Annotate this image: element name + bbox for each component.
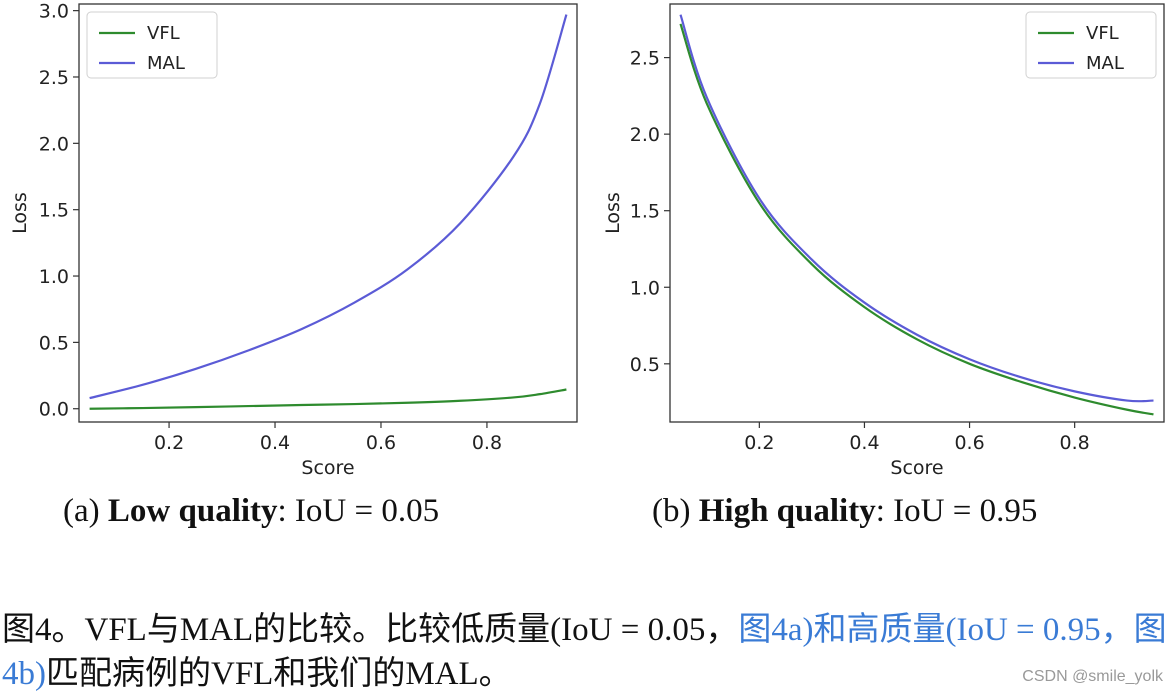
series-line-mal [679,14,1154,403]
x-tick-label: 0.2 [744,432,774,454]
y-tick-label: 2.0 [39,133,69,155]
x-tick-label: 0.6 [366,432,396,454]
legend-label-vfl: VFL [147,23,180,44]
x-axis-label: Score [890,457,943,479]
x-axis-label: Score [301,457,354,479]
x-tick-label: 0.6 [954,432,984,454]
legend-label-mal: MAL [1086,53,1124,74]
subcaption-a-suffix: : IoU = 0.05 [277,493,440,529]
plot-frame [669,3,1165,423]
series-line-vfl [89,388,567,410]
y-tick-label: 0.5 [39,332,69,354]
x-tick-label: 0.4 [849,432,879,454]
subcaption-a-bold: Low quality [107,493,278,529]
legend-box [1025,11,1157,79]
subcaption-b: (b) High quality: IoU = 0.95 [652,493,1037,537]
x-tick-label: 0.8 [472,432,502,454]
subcaption-b-suffix: : IoU = 0.95 [875,493,1038,529]
subcaption-b-bold: High quality [698,493,876,529]
y-tick-label: 1.0 [39,266,69,288]
figure-caption-text-1: 图4。VFL与MAL的比较。比较低质量(IoU = 0.05， [2,612,739,648]
y-tick-label: 0.0 [39,399,69,421]
y-axis-label: Loss [9,192,31,234]
x-tick-label: 0.8 [1060,432,1090,454]
y-tick-label: 1.5 [39,200,69,222]
watermark: CSDN @smile_yolk [1022,668,1163,685]
subcaption-a-prefix: (a) [63,493,108,529]
figure-caption-text-2: 匹配病例的VFL和我们的MAL。 [46,656,512,692]
figure-caption: 图4。VFL与MAL的比较。比较低质量(IoU = 0.05，图4a)和高质量(… [2,608,1167,696]
chart-high-quality: 0.2 0.4 0.6 0.8 0.5 1.0 1.5 2.0 2.5 Score Loss VFL M… [602,3,1165,479]
series-line-vfl [679,23,1154,416]
legend-label-vfl: VFL [1086,23,1119,44]
y-tick-label: 1.0 [630,277,660,299]
x-tick-label: 0.4 [260,432,290,454]
y-tick-label: 3.0 [39,1,69,23]
legend-box [86,11,218,79]
subcaption-a: (a) Low quality: IoU = 0.05 [63,493,439,537]
legend-label-mal: MAL [147,53,185,74]
chart-low-quality: 0.2 0.4 0.6 0.8 0.0 0.5 1.0 1.5 2.0 2.5 3.0 Score Lo… [9,1,578,479]
series-line-mal [89,14,568,400]
y-tick-label: 2.5 [39,67,69,89]
figure-link-4a[interactable]: 图4a)和高质量(IoU = 0.95， [738,612,1134,648]
y-tick-label: 2.5 [630,48,660,70]
subcaption-b-prefix: (b) [652,493,699,529]
y-tick-label: 2.0 [630,124,660,146]
figure-link-4b[interactable]: 图4b) [2,612,1167,692]
y-tick-label: 0.5 [630,354,660,376]
plot-frame [78,3,578,423]
x-tick-label: 0.2 [154,432,184,454]
y-tick-label: 1.5 [630,201,660,223]
y-axis-label: Loss [602,192,624,234]
